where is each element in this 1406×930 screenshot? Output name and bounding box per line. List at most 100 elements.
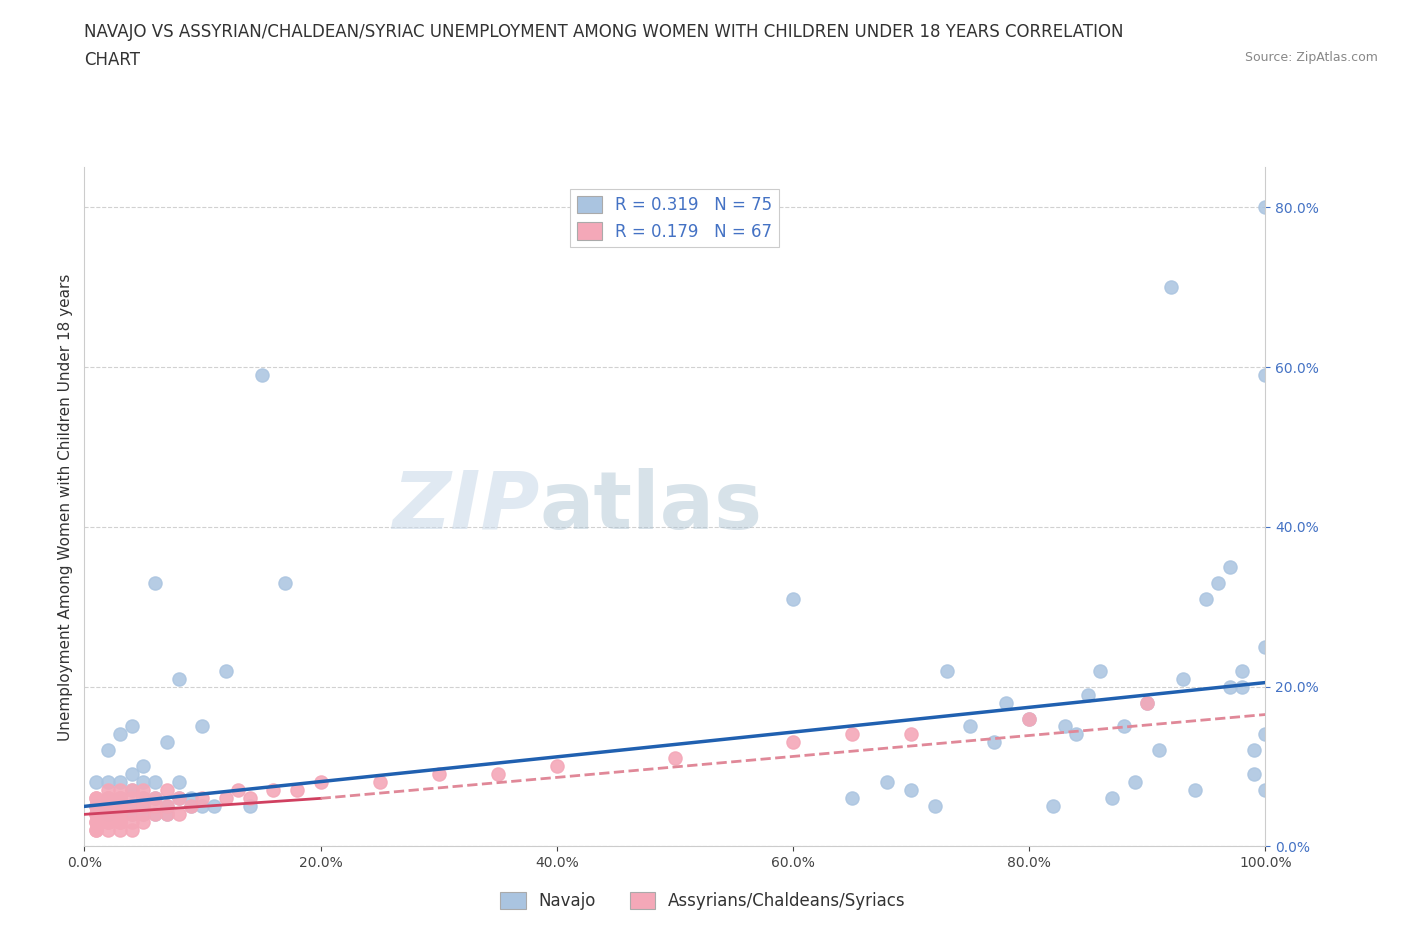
Text: NAVAJO VS ASSYRIAN/CHALDEAN/SYRIAC UNEMPLOYMENT AMONG WOMEN WITH CHILDREN UNDER : NAVAJO VS ASSYRIAN/CHALDEAN/SYRIAC UNEMP… bbox=[84, 23, 1123, 41]
Point bbox=[84, 790, 107, 805]
Point bbox=[143, 790, 166, 805]
Point bbox=[1112, 719, 1135, 734]
Point bbox=[1254, 367, 1277, 382]
Point bbox=[841, 790, 863, 805]
Point bbox=[1147, 743, 1170, 758]
Point bbox=[1171, 671, 1194, 686]
Point bbox=[108, 807, 131, 822]
Point bbox=[1101, 790, 1123, 805]
Point bbox=[121, 790, 143, 805]
Point bbox=[427, 767, 450, 782]
Point bbox=[180, 799, 202, 814]
Point bbox=[121, 807, 143, 822]
Point bbox=[121, 767, 143, 782]
Point bbox=[191, 790, 214, 805]
Point bbox=[156, 783, 179, 798]
Text: Source: ZipAtlas.com: Source: ZipAtlas.com bbox=[1244, 51, 1378, 64]
Point bbox=[108, 815, 131, 830]
Point bbox=[1088, 663, 1111, 678]
Point bbox=[156, 799, 179, 814]
Point bbox=[1254, 200, 1277, 215]
Point bbox=[132, 799, 155, 814]
Legend: Navajo, Assyrians/Chaldeans/Syriacs: Navajo, Assyrians/Chaldeans/Syriacs bbox=[494, 885, 912, 917]
Point bbox=[108, 807, 131, 822]
Point bbox=[84, 790, 107, 805]
Point bbox=[143, 807, 166, 822]
Point bbox=[121, 807, 143, 822]
Text: CHART: CHART bbox=[84, 51, 141, 69]
Point bbox=[143, 790, 166, 805]
Point bbox=[108, 799, 131, 814]
Point bbox=[108, 790, 131, 805]
Point bbox=[191, 799, 214, 814]
Point bbox=[132, 815, 155, 830]
Point bbox=[156, 807, 179, 822]
Point bbox=[108, 790, 131, 805]
Point bbox=[97, 799, 120, 814]
Y-axis label: Unemployment Among Women with Children Under 18 years: Unemployment Among Women with Children U… bbox=[58, 273, 73, 740]
Point bbox=[97, 743, 120, 758]
Point bbox=[108, 727, 131, 742]
Legend: R = 0.319   N = 75, R = 0.179   N = 67: R = 0.319 N = 75, R = 0.179 N = 67 bbox=[571, 190, 779, 247]
Point bbox=[108, 783, 131, 798]
Point bbox=[900, 783, 922, 798]
Point bbox=[1219, 559, 1241, 574]
Point bbox=[1042, 799, 1064, 814]
Point bbox=[84, 799, 107, 814]
Point bbox=[1136, 695, 1159, 710]
Point bbox=[132, 799, 155, 814]
Point bbox=[97, 823, 120, 838]
Point bbox=[1254, 727, 1277, 742]
Point bbox=[285, 783, 308, 798]
Point bbox=[84, 799, 107, 814]
Point bbox=[782, 591, 804, 606]
Point bbox=[108, 815, 131, 830]
Point bbox=[84, 807, 107, 822]
Point bbox=[1243, 743, 1265, 758]
Point bbox=[143, 807, 166, 822]
Point bbox=[1125, 775, 1147, 790]
Point bbox=[121, 799, 143, 814]
Point bbox=[239, 799, 262, 814]
Point bbox=[935, 663, 957, 678]
Point bbox=[132, 790, 155, 805]
Point bbox=[994, 695, 1017, 710]
Point bbox=[143, 775, 166, 790]
Point bbox=[84, 775, 107, 790]
Point bbox=[132, 775, 155, 790]
Point bbox=[132, 807, 155, 822]
Point bbox=[1077, 687, 1099, 702]
Point bbox=[900, 727, 922, 742]
Point bbox=[167, 671, 190, 686]
Point bbox=[108, 823, 131, 838]
Point bbox=[84, 823, 107, 838]
Point bbox=[191, 719, 214, 734]
Point bbox=[841, 727, 863, 742]
Point bbox=[167, 790, 190, 805]
Point bbox=[121, 783, 143, 798]
Point bbox=[84, 815, 107, 830]
Point bbox=[782, 735, 804, 750]
Point bbox=[180, 790, 202, 805]
Point bbox=[239, 790, 262, 805]
Point bbox=[167, 790, 190, 805]
Point bbox=[1053, 719, 1076, 734]
Point bbox=[1254, 783, 1277, 798]
Point bbox=[215, 790, 238, 805]
Point bbox=[1230, 663, 1253, 678]
Point bbox=[309, 775, 332, 790]
Point bbox=[983, 735, 1005, 750]
Point bbox=[121, 799, 143, 814]
Point bbox=[121, 823, 143, 838]
Point bbox=[486, 767, 509, 782]
Point bbox=[84, 799, 107, 814]
Point bbox=[97, 815, 120, 830]
Point bbox=[108, 799, 131, 814]
Point bbox=[1136, 695, 1159, 710]
Point bbox=[143, 799, 166, 814]
Point bbox=[156, 807, 179, 822]
Point bbox=[1206, 576, 1229, 591]
Point bbox=[167, 775, 190, 790]
Point bbox=[180, 799, 202, 814]
Point bbox=[108, 790, 131, 805]
